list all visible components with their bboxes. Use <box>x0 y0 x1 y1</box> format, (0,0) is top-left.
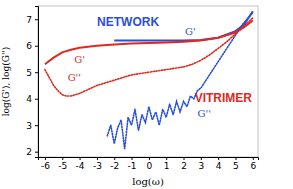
x-tick: -6 <box>41 157 50 171</box>
y-axis-title: log(G'), log(G'') <box>1 47 11 117</box>
x-tick: 3 <box>198 157 204 171</box>
y-tick: 5 <box>26 68 38 78</box>
x-tick-mark <box>114 157 115 160</box>
x-tick-label: -2 <box>110 161 119 171</box>
x-tick: -5 <box>58 157 67 171</box>
y-tick-label: 6 <box>26 41 32 51</box>
x-tick-mark <box>235 157 236 160</box>
x-tick: 5 <box>233 157 239 171</box>
x-tick-mark <box>184 157 185 160</box>
x-tick: -2 <box>110 157 119 171</box>
x-axis-title: log(ω) <box>132 176 164 187</box>
x-axis-line <box>39 158 259 161</box>
series-group <box>45 11 253 149</box>
annotation: G' <box>74 54 85 65</box>
chart: -6 -5 -4 -3 -2 -1 0 1 2 3 4 5 6 2 3 4 5 6 7 NETWORK G' G'' VIT… <box>0 0 293 189</box>
x-tick-mark <box>149 157 150 160</box>
x-tick-mark <box>97 157 98 160</box>
y-tick-label: 3 <box>26 121 32 131</box>
annotation: G'' <box>68 72 82 83</box>
y-tick-label: 7 <box>26 15 32 25</box>
x-tick-mark <box>253 157 254 160</box>
y-tick: 2 <box>26 147 38 157</box>
x-tick-label: 6 <box>250 161 256 171</box>
x-tick-label: -3 <box>93 161 102 171</box>
annotation: NETWORK <box>97 15 159 29</box>
x-tick: -4 <box>76 157 85 171</box>
x-tick-label: -6 <box>41 161 50 171</box>
x-tick-label: 4 <box>216 161 222 171</box>
x-tick-mark <box>166 157 167 160</box>
x-tick: 1 <box>164 157 170 171</box>
x-tick-label: -1 <box>128 161 137 171</box>
x-tick: -3 <box>93 157 102 171</box>
x-tick: 2 <box>181 157 187 171</box>
plot-frame <box>38 6 258 157</box>
y-axis: 2 3 4 5 6 7 <box>26 7 38 158</box>
y-tick-label: 4 <box>26 94 32 104</box>
x-tick-mark <box>132 157 133 160</box>
annotation: G' <box>185 26 196 37</box>
x-tick-label: 0 <box>146 161 152 171</box>
y-tick: 6 <box>26 41 38 51</box>
x-tick-mark <box>62 157 63 160</box>
x-tick-mark <box>218 157 219 160</box>
x-tick-label: 2 <box>181 161 187 171</box>
x-tick-mark <box>80 157 81 160</box>
x-tick-label: 3 <box>198 161 204 171</box>
x-tick-label: 1 <box>164 161 170 171</box>
x-tick: 6 <box>250 157 256 171</box>
annotation: G'' <box>198 108 212 119</box>
x-tick-label: 5 <box>233 161 239 171</box>
x-tick: 0 <box>146 157 152 171</box>
y-tick: 3 <box>26 121 38 131</box>
series-line <box>45 18 253 96</box>
y-tick: 4 <box>26 94 38 104</box>
y-tick-mark <box>35 19 38 20</box>
y-tick-mark <box>35 125 38 126</box>
annotation: VITRIMER <box>195 91 253 105</box>
y-tick-mark <box>35 72 38 73</box>
y-tick-mark <box>35 46 38 47</box>
x-tick-mark <box>201 157 202 160</box>
annotations: NETWORK G' G'' VITRIMER G' G'' <box>68 15 253 119</box>
plot: -6 -5 -4 -3 -2 -1 0 1 2 3 4 5 6 2 3 4 5 6 7 NETWORK G' G'' VIT… <box>26 6 258 171</box>
x-tick-mark <box>45 157 46 160</box>
y-tick-label: 2 <box>26 147 32 157</box>
x-tick-label: -5 <box>58 161 67 171</box>
y-axis-line <box>35 7 39 158</box>
y-tick-label: 5 <box>26 68 32 78</box>
x-tick: 4 <box>216 157 222 171</box>
y-tick-mark <box>35 152 38 153</box>
y-tick: 7 <box>26 15 38 25</box>
x-tick-label: -4 <box>76 161 85 171</box>
x-axis: -6 -5 -4 -3 -2 -1 0 1 2 3 4 5 6 <box>39 157 259 171</box>
y-tick-mark <box>35 99 38 100</box>
x-tick: -1 <box>128 157 137 171</box>
